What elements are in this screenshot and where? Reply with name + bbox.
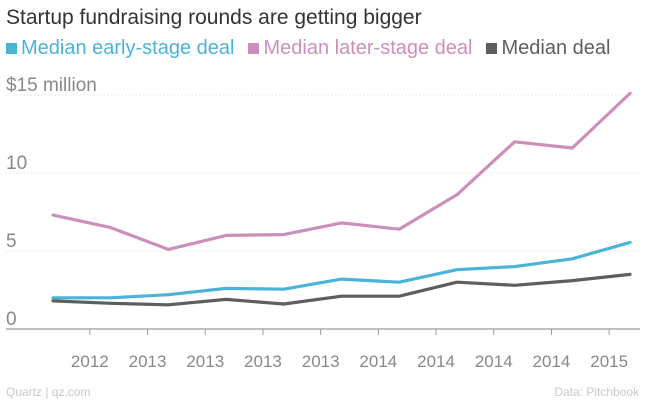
series-line-later-stage <box>51 91 632 251</box>
x-tick-label-1: 2013 <box>129 352 167 371</box>
series-line-early-stage <box>51 240 632 300</box>
data-source: Data: Pitchbook <box>554 385 639 399</box>
chart-title: Startup fundraising rounds are getting b… <box>6 6 422 29</box>
legend-label-later-stage: Median later-stage deal <box>263 37 473 59</box>
x-tick-label-7: 2014 <box>475 352 513 371</box>
x-tick-label-6: 2014 <box>417 352 455 371</box>
x-tick-label-8: 2014 <box>533 352 571 371</box>
y-tick-label-2: 10 <box>6 153 27 174</box>
x-tick-label-4: 2013 <box>302 352 340 371</box>
legend-swatch-later-stage <box>248 43 260 54</box>
legend-item-later-stage: Median later-stage deal <box>248 37 472 60</box>
y-tick-label-1: 5 <box>6 231 17 252</box>
x-tick-label-3: 2013 <box>244 352 282 371</box>
legend-item-early-stage: Median early-stage deal <box>6 37 234 60</box>
legend-swatch-early-stage <box>6 43 17 54</box>
x-tick-label-5: 2014 <box>359 352 397 371</box>
legend: Median early-stage deal Median later-sta… <box>6 37 610 60</box>
source-credit: Quartz | qz.com <box>6 385 91 399</box>
legend-label-early-stage: Median early-stage deal <box>21 37 235 59</box>
legend-label-median-deal: Median deal <box>501 37 611 59</box>
y-tick-label-0: 0 <box>6 309 17 330</box>
series-line-median-deal <box>51 272 632 307</box>
x-tick-label-0: 2012 <box>71 352 109 371</box>
legend-swatch-median-deal <box>486 43 498 54</box>
legend-item-median-deal: Median deal <box>486 37 610 60</box>
x-tick-label-2: 2013 <box>186 352 224 371</box>
x-tick-label-9: 2015 <box>590 352 628 371</box>
y-tick-label-3: $15 million <box>6 75 97 96</box>
